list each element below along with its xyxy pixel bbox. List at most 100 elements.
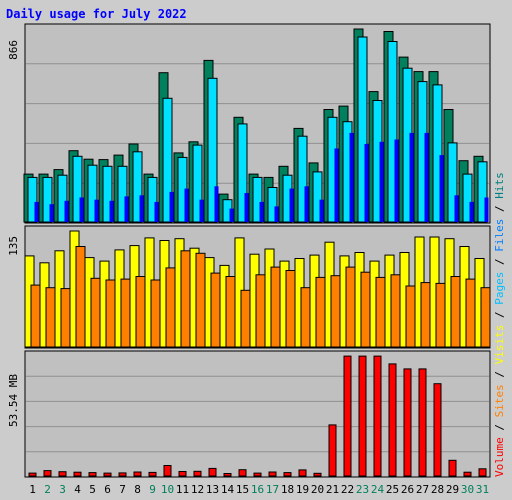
x-tick-label-day-15: 15 <box>236 483 249 496</box>
bar-pages-day-8 <box>139 195 144 222</box>
bar-pages-day-14 <box>229 208 234 222</box>
bar-volume-day-12 <box>193 470 202 477</box>
bar-volume-day-27 <box>418 368 427 477</box>
bar-pages-day-25 <box>394 139 399 222</box>
bar-sites-day-12 <box>195 252 206 348</box>
bar-pages-day-23 <box>364 144 369 222</box>
bar-volume-day-8 <box>133 471 142 477</box>
bar-pages-day-16 <box>259 201 264 222</box>
x-tick-label-day-21: 21 <box>326 483 339 496</box>
bar-sites-day-27 <box>420 282 431 348</box>
bar-volume-day-22 <box>343 355 352 477</box>
bar-pages-day-5 <box>94 199 99 222</box>
bar-sites-day-31 <box>480 287 491 348</box>
x-tick-label-day-24: 24 <box>371 483 385 496</box>
legend-separator: / <box>493 252 506 272</box>
bar-sites-day-10 <box>165 267 176 348</box>
bar-volume-day-19 <box>298 469 307 477</box>
legend-item-visits: Visits <box>493 325 506 365</box>
bar-sites-day-16 <box>255 274 266 348</box>
x-tick-label-day-26: 26 <box>401 483 414 496</box>
bar-sites-day-4 <box>75 246 86 348</box>
x-tick-label-day-12: 12 <box>191 483 204 496</box>
bar-sites-day-29 <box>450 276 461 348</box>
x-tick-label-day-20: 20 <box>311 483 324 496</box>
bar-files-day-28 <box>432 84 443 223</box>
x-tick-label-day-16: 16 <box>251 483 264 496</box>
bar-volume-day-25 <box>388 363 397 477</box>
bar-sites-day-28 <box>435 282 446 348</box>
bar-volume-day-18 <box>283 472 292 477</box>
bar-sites-day-24 <box>375 276 386 348</box>
bar-pages-day-6 <box>109 200 114 222</box>
chart-title: Daily usage for July 2022 <box>6 7 187 21</box>
bar-pages-day-18 <box>289 188 294 222</box>
bar-volume-day-14 <box>223 473 232 477</box>
x-tick-label-day-3: 3 <box>59 483 66 496</box>
bar-files-day-19 <box>297 135 308 223</box>
bar-sites-day-25 <box>390 274 401 348</box>
bar-pages-day-3 <box>64 200 69 222</box>
bar-volume-day-2 <box>43 470 52 477</box>
bar-pages-day-12 <box>199 199 204 222</box>
x-tick-label-day-23: 23 <box>356 483 369 496</box>
bar-pages-day-21 <box>334 148 339 222</box>
bar-volume-day-24 <box>373 355 382 477</box>
bar-files-day-17 <box>267 187 278 223</box>
x-tick-label-day-27: 27 <box>416 483 429 496</box>
bar-pages-day-10 <box>169 191 174 222</box>
x-tick-label-day-11: 11 <box>176 483 189 496</box>
legend-item-hits: Hits <box>493 172 506 199</box>
bar-sites-day-6 <box>105 279 116 348</box>
bar-files-day-1 <box>27 176 38 223</box>
bar-files-day-12 <box>192 144 203 223</box>
bar-volume-day-28 <box>433 383 442 477</box>
bar-files-day-6 <box>102 165 113 223</box>
x-tick-label-day-29: 29 <box>446 483 459 496</box>
bar-files-day-10 <box>162 97 173 223</box>
bar-files-day-2 <box>42 176 53 223</box>
x-tick-label-day-6: 6 <box>104 483 111 496</box>
bar-sites-day-8 <box>135 276 146 348</box>
bar-volume-day-17 <box>268 471 277 477</box>
bar-sites-day-30 <box>465 278 476 348</box>
x-tick-label-day-2: 2 <box>44 483 51 496</box>
y-max-label-hits-files-pages: 866 <box>7 40 20 60</box>
bar-sites-day-3 <box>60 288 71 348</box>
bar-pages-day-19 <box>304 186 309 222</box>
bar-pages-day-29 <box>454 195 459 222</box>
bar-volume-day-9 <box>148 471 157 477</box>
legend: Volume / Sites / Visits / Pages / Files … <box>493 172 506 477</box>
bar-volume-day-7 <box>118 472 127 477</box>
bar-pages-day-30 <box>469 201 474 222</box>
bar-pages-day-11 <box>184 188 189 222</box>
bar-volume-day-26 <box>403 368 412 477</box>
bar-files-day-7 <box>117 165 128 223</box>
bar-sites-day-23 <box>360 271 371 348</box>
bar-files-day-20 <box>312 171 323 223</box>
legend-item-sites: Sites <box>493 384 506 417</box>
bar-volume-day-10 <box>163 465 172 477</box>
legend-item-files: Files <box>493 219 506 252</box>
x-tick-label-day-17: 17 <box>266 483 279 496</box>
bar-files-day-29 <box>447 142 458 223</box>
bar-volume-day-11 <box>178 471 187 477</box>
bar-sites-day-5 <box>90 277 101 348</box>
bar-pages-day-17 <box>274 206 279 222</box>
x-tick-label-day-18: 18 <box>281 483 294 496</box>
legend-separator: / <box>493 417 506 437</box>
bar-files-day-9 <box>147 176 158 223</box>
bar-volume-day-1 <box>28 472 37 477</box>
bar-volume-day-6 <box>103 472 112 477</box>
bar-volume-day-4 <box>73 471 82 477</box>
bar-files-day-31 <box>477 161 488 223</box>
bar-pages-day-15 <box>244 193 249 222</box>
bar-pages-day-31 <box>484 197 489 222</box>
bar-sites-day-21 <box>330 275 341 348</box>
bar-pages-day-9 <box>154 201 159 222</box>
bar-volume-day-13 <box>208 467 217 477</box>
x-tick-label-day-28: 28 <box>431 483 444 496</box>
legend-separator: / <box>493 305 506 325</box>
bar-sites-day-13 <box>210 272 221 348</box>
bar-pages-day-7 <box>124 196 129 222</box>
